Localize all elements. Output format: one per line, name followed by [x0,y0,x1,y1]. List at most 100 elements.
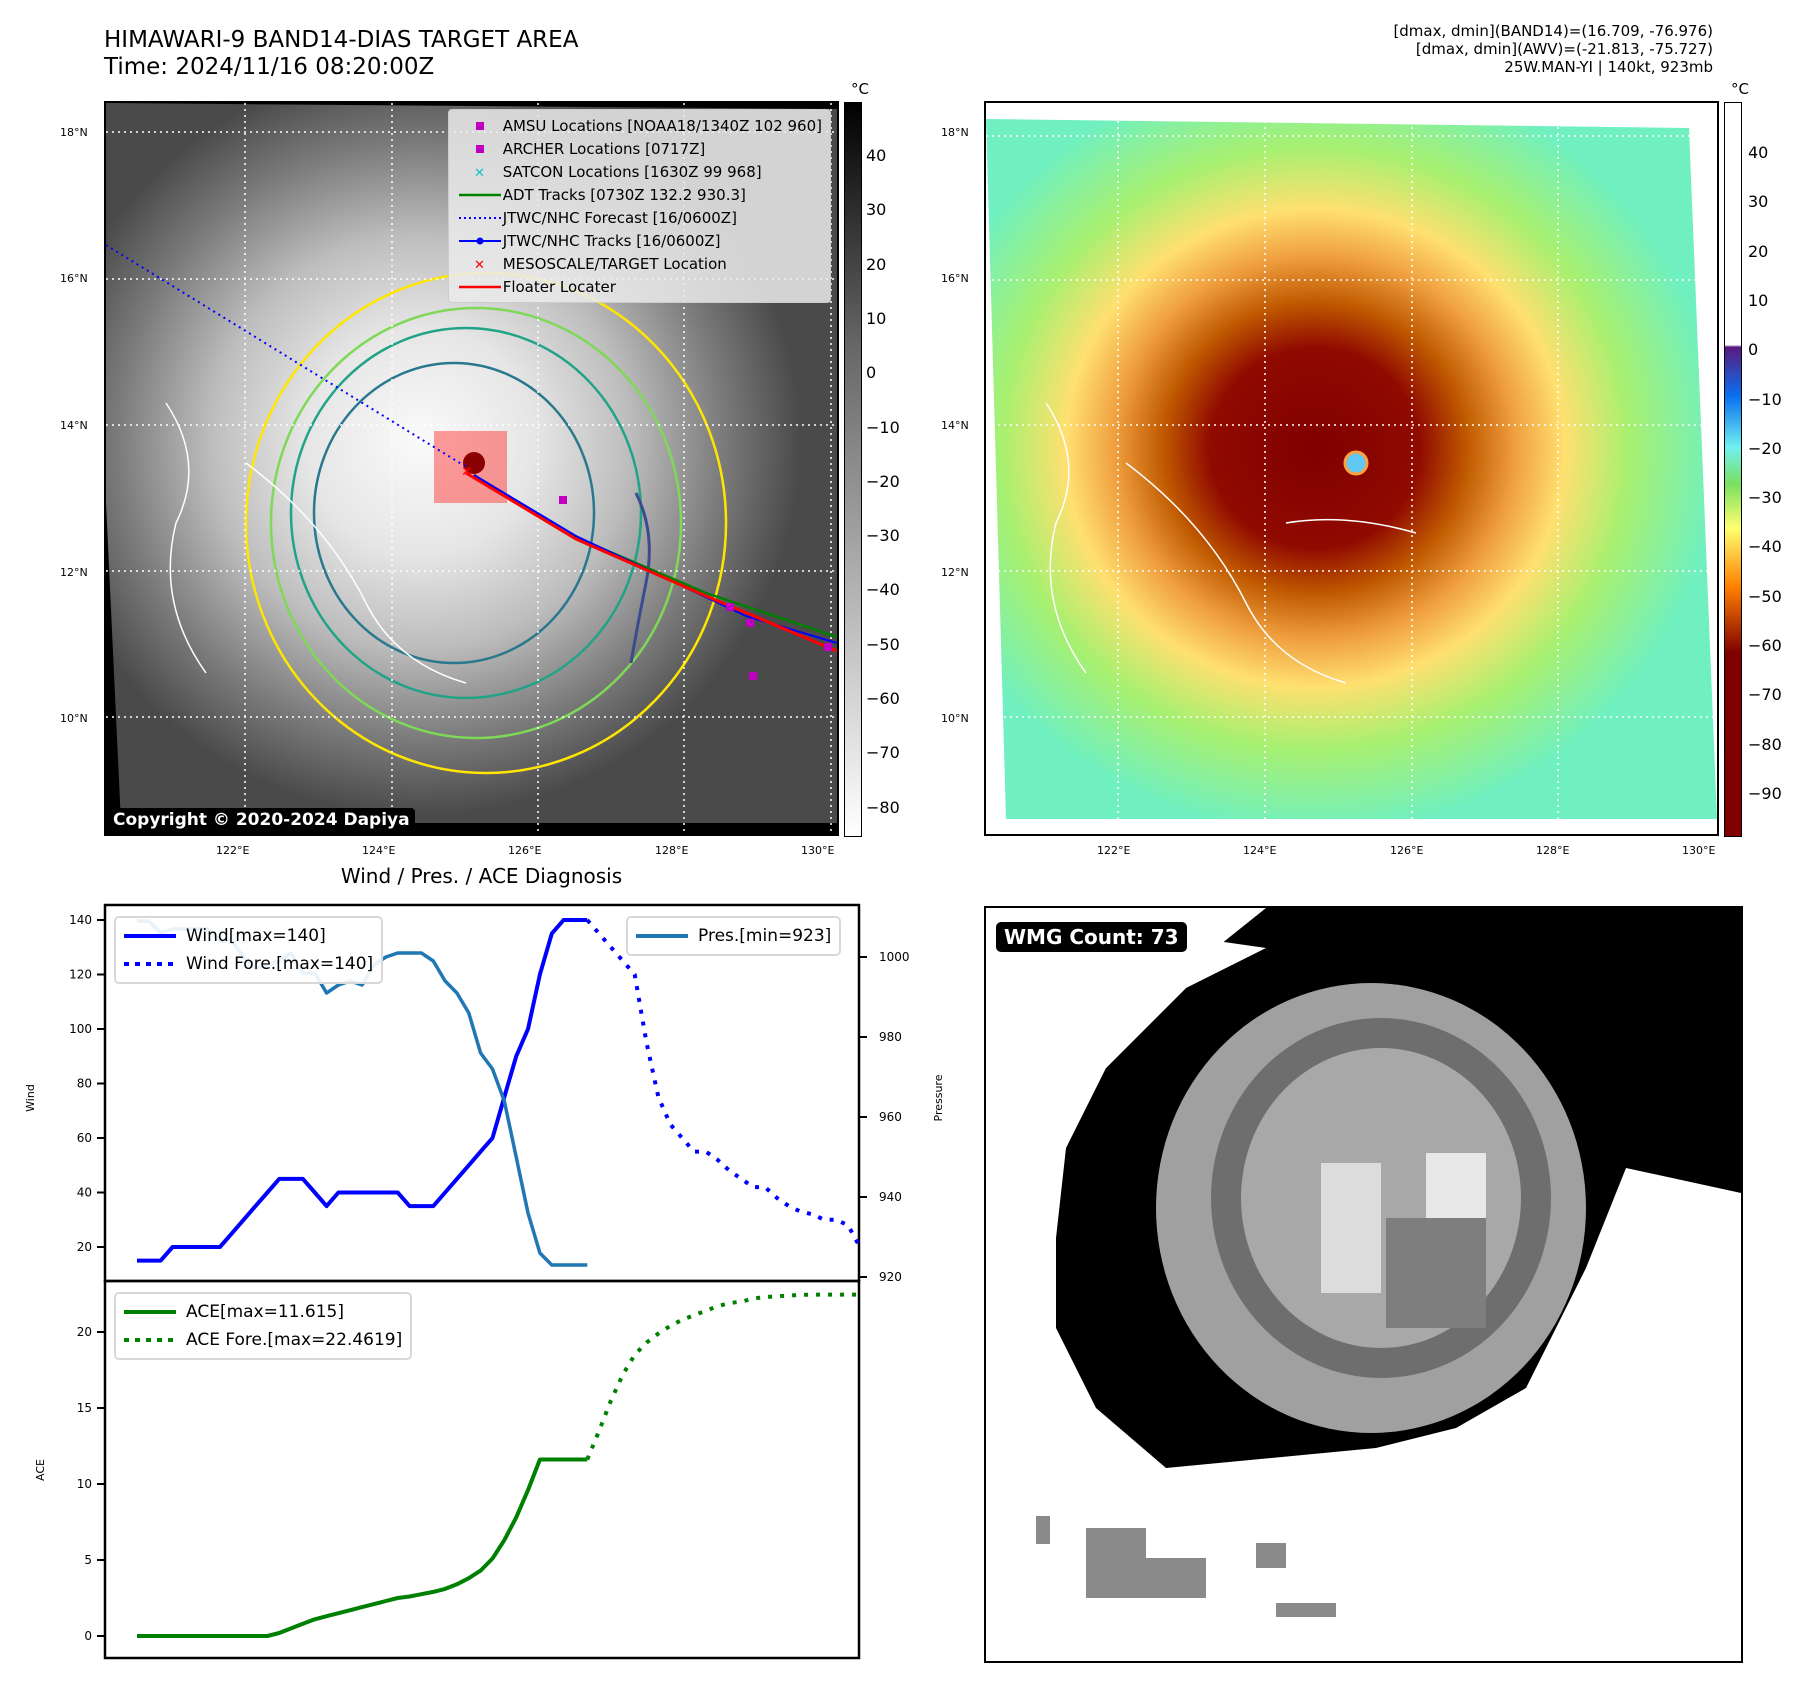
lon-tick: 130°E [1682,844,1716,857]
ir-map-panel: ✕ AMSU Locations [NOAA18/1340Z 102 960] A… [104,101,839,836]
stats-line-3: 25W.MAN-YI | 140kt, 923mb [1504,58,1713,76]
lon-tick: 128°E [1536,844,1570,857]
ace-tick-label: 10 [77,1477,92,1491]
legend-label: Floater Locater [502,277,616,296]
colorbar-tick: −30 [1748,488,1782,508]
pressure-legend: Pres.[min=923] [626,916,842,956]
title-line-2: Time: 2024/11/16 08:20:00Z [104,54,435,80]
title-line-1: HIMAWARI-9 BAND14-DIAS TARGET AREA [104,27,579,53]
lon-tick: 122°E [1097,844,1131,857]
lat-tick: 16°N [941,272,969,285]
legend-label: JTWC/NHC Forecast [16/0600Z] [502,208,737,227]
colorbar-tick: −80 [1748,734,1782,754]
colorbar-tick: 30 [1748,192,1769,212]
colorbar-tick: 40 [866,146,887,165]
colorbar-tick: −10 [1748,389,1782,409]
colorbar-tick: −50 [866,634,900,654]
wind-tick-label: 140 [69,913,92,927]
colorbar-tick: −50 [1748,586,1782,606]
legend-item: JTWC/NHC Tracks [16/0600Z] [457,229,822,252]
ace-axis-label: ACE [34,1459,47,1481]
legend-label: SATCON Locations [1630Z 99 968] [502,162,762,181]
amsu-markers [559,496,832,680]
stats-line-1: [dmax, dmin](BAND14)=(16.709, -76.976) [1393,22,1713,40]
legend-label: MESOSCALE/TARGET Location [502,254,727,273]
mesoscale-x-marker: ✕ [461,464,473,480]
pressure-tick-label: 940 [879,1190,902,1204]
legend-label: AMSU Locations [NOAA18/1340Z 102 960] [502,116,822,135]
colorbar-tick: −40 [1748,537,1782,557]
pressure-legend-label: Pres.[min=923] [698,926,832,946]
lon-tick: 122°E [216,844,250,857]
awv-eye [1343,450,1369,476]
pressure-tick-label: 1000 [879,950,910,964]
legend-item: Floater Locater [457,275,822,298]
ace-legend: ACE[max=11.615] ACE Fore.[max=22.4619] [114,1292,413,1360]
legend-label: JTWC/NHC Tracks [16/0600Z] [502,231,721,250]
lon-tick: 128°E [655,844,689,857]
series-line-4 [585,1292,860,1461]
stats-block: [dmax, dmin](BAND14)=(16.709, -76.976) [… [1393,22,1713,76]
legend-item: JTWC/NHC Forecast [16/0600Z] [457,206,822,229]
wind-axis-label: Wind [24,1084,37,1112]
ace-tick-label: 20 [77,1325,92,1339]
lat-tick: 10°N [60,712,88,725]
legend-symbol-icon [457,212,503,224]
colorbar-tick: −90 [1748,783,1782,803]
lon-tick: 124°E [362,844,396,857]
ace-tick-label: 5 [84,1553,92,1567]
pressure-tick-label: 980 [879,1030,902,1044]
legend-item: AMSU Locations [NOAA18/1340Z 102 960] [457,114,822,137]
wmg-count-badge: WMG Count: 73 [996,922,1187,952]
series-line-3 [137,1457,588,1638]
awv-map-image [986,103,1717,834]
floater-track [465,471,837,653]
legend-symbol-icon [457,281,503,293]
wmg-panel: WMG Count: 73 [984,906,1743,1663]
awv-colorbar-unit: °C [1731,80,1749,98]
legend-symbol-icon [457,235,503,247]
lat-tick: 16°N [60,272,88,285]
chart-title: Wind / Pres. / ACE Diagnosis [340,864,623,888]
lat-tick: 12°N [941,566,969,579]
legend-item: ADT Tracks [0730Z 132.2 930.3] [457,183,822,206]
wind-tick-label: 60 [77,1131,92,1145]
legend-item: ✕ SATCON Locations [1630Z 99 968] [457,160,822,183]
lat-tick: 10°N [941,712,969,725]
awv-colorbar [1724,102,1742,837]
svg-text:✕: ✕ [474,166,485,178]
stats-line-2: [dmax, dmin](AWV)=(-21.813, -75.727) [1415,40,1713,58]
lat-tick: 18°N [941,126,969,139]
colorbar-tick: −40 [866,580,900,600]
legend-symbol-icon: ✕ [457,258,503,270]
colorbar-tick: 20 [1748,241,1769,261]
colorbar-tick: −20 [866,471,900,491]
wind-legend: Wind[max=140] Wind Fore.[max=140] [114,916,384,984]
colorbar-tick: 30 [866,200,887,220]
map-legend: AMSU Locations [NOAA18/1340Z 102 960] ARC… [447,109,831,303]
series-line-0 [137,918,588,1263]
storm-eye-marker [463,452,485,474]
legend-label: ADT Tracks [0730Z 132.2 930.3] [502,185,746,204]
wmg-image [986,908,1741,1617]
colorbar-tick: −30 [866,526,900,546]
lon-tick: 124°E [1243,844,1277,857]
wind-forecast-legend-label: Wind Fore.[max=140] [186,954,374,974]
legend-item: ARCHER Locations [0717Z] [457,137,822,160]
colorbar-tick: −60 [866,689,900,708]
colorbar-tick: −80 [866,797,900,817]
diagnosis-chart: 140 120 100 80 60 40 20 1000 980 960 940 920 20 15 10 5… [24,903,945,1660]
copyright-label: Copyright © 2020-2024 Dapiya [108,808,415,832]
colorbar-tick: −70 [1748,685,1782,705]
colorbar-tick: 40 [1748,143,1769,162]
ace-tick-label: 0 [84,1629,92,1643]
pressure-tick-label: 920 [879,1270,902,1284]
series-line-1 [585,918,862,1248]
ir-colorbar-unit: °C [851,80,869,98]
wind-tick-label: 100 [69,1022,92,1036]
lon-tick: 126°E [1390,844,1424,857]
ace-legend-label: ACE[max=11.615] [186,1302,344,1322]
wind-tick-label: 20 [77,1240,92,1254]
ace-forecast-legend-label: ACE Fore.[max=22.4619] [186,1330,403,1350]
lat-tick: 12°N [60,566,88,579]
